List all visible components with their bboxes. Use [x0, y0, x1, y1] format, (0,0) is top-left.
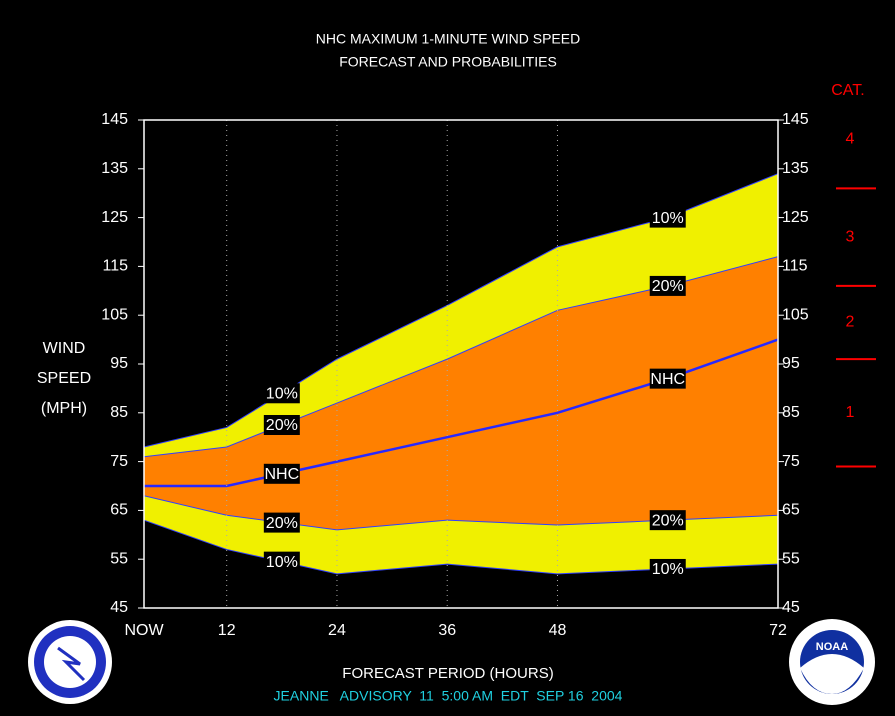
category-label: 1 — [846, 404, 855, 421]
probability-area — [144, 256, 778, 608]
category-label: 2 — [846, 314, 855, 331]
series-label: NHC — [650, 371, 685, 388]
series-label: 20% — [652, 512, 684, 529]
series-label-box — [263, 415, 300, 435]
probability-area — [144, 520, 778, 608]
series-label: 20% — [652, 278, 684, 295]
series-label-box — [649, 558, 686, 579]
y-tick-label: 75 — [110, 453, 128, 470]
series-label-box — [649, 510, 686, 531]
y2-tick-label: 115 — [782, 258, 808, 275]
series-label-box — [649, 207, 686, 228]
chart-subtitle: FORECAST AND PROBABILITIES — [339, 54, 557, 70]
x-tick-label: 48 — [549, 622, 567, 639]
series-label-box — [263, 463, 300, 484]
y-tick-label: 45 — [110, 599, 128, 616]
y-tick-label: 105 — [101, 306, 128, 323]
y-tick-label: 115 — [102, 258, 128, 275]
series-label-box — [263, 512, 300, 533]
x-tick-label: 24 — [328, 622, 346, 639]
y-tick-label: 95 — [110, 355, 128, 372]
y-tick-label: 145 — [101, 111, 128, 128]
logo-bird — [800, 654, 864, 694]
y2-tick-label: 125 — [782, 209, 809, 226]
series-label: 10% — [652, 561, 684, 578]
y-tick-label: 55 — [110, 550, 128, 567]
category-label: 3 — [846, 228, 855, 245]
y2-tick-label: 65 — [782, 502, 800, 519]
y2-tick-label: 105 — [782, 306, 809, 323]
chart-title: NHC MAXIMUM 1-MINUTE WIND SPEED — [316, 31, 580, 47]
x-tick-label: 36 — [438, 622, 456, 639]
nws-logo — [28, 620, 112, 704]
noaa-logo: NOAA — [789, 619, 875, 705]
series-label: 10% — [266, 554, 298, 571]
y2-tick-label: 95 — [782, 355, 800, 372]
series-label-box — [649, 368, 686, 389]
series-label-box — [263, 551, 300, 572]
y-tick-label: 135 — [101, 160, 128, 177]
series-label-box — [649, 275, 686, 296]
category-title: CAT. — [831, 82, 864, 99]
y-axis-label: (MPH) — [41, 400, 87, 417]
y-axis-label: WIND — [43, 340, 86, 357]
series-label: 20% — [266, 515, 298, 532]
y2-tick-label: 45 — [782, 599, 800, 616]
y-tick-label: 65 — [110, 502, 128, 519]
x-tick-label: NOW — [124, 622, 164, 639]
y2-tick-label: 85 — [782, 404, 800, 421]
x-axis-label: FORECAST PERIOD (HOURS) — [342, 665, 553, 682]
advisory-footer: JEANNE ADVISORY 11 5:00 AM EDT SEP 16 20… — [274, 688, 623, 704]
logo-text: NOAA — [816, 641, 848, 653]
x-tick-label: 72 — [769, 622, 787, 639]
y-tick-label: 125 — [101, 209, 128, 226]
series-label: 10% — [266, 385, 298, 402]
y-axis-label: SPEED — [37, 370, 91, 387]
y2-tick-label: 135 — [782, 160, 809, 177]
series-label: 10% — [652, 210, 684, 227]
category-label: 4 — [846, 131, 855, 148]
series-label: 20% — [266, 417, 298, 434]
y2-tick-label: 55 — [782, 550, 800, 567]
series-label: NHC — [264, 466, 299, 483]
y2-tick-label: 145 — [782, 111, 809, 128]
x-tick-label: 12 — [218, 622, 236, 639]
y-tick-label: 85 — [110, 404, 128, 421]
y2-tick-label: 75 — [782, 453, 800, 470]
plot-area — [143, 173, 779, 608]
series-label-box — [263, 383, 300, 404]
logo-bolt — [57, 646, 86, 682]
